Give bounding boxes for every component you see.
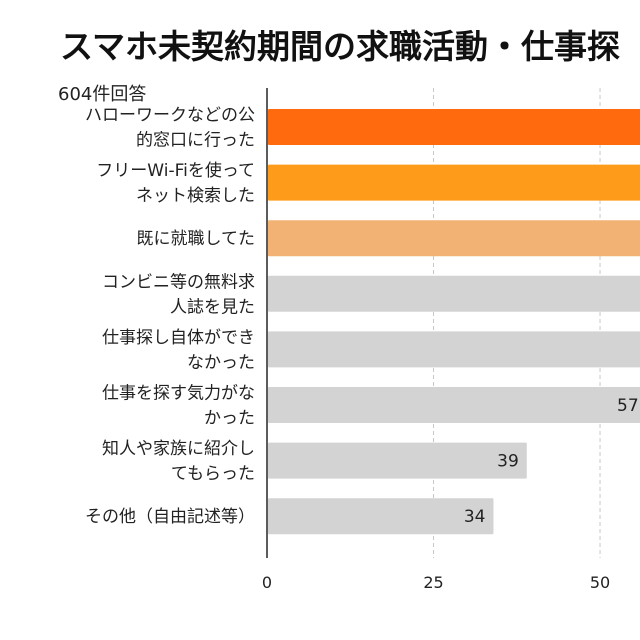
category-label: コンビニ等の無料求人誌を見た <box>102 272 255 317</box>
category-label-line: 知人や家族に紹介し <box>102 439 255 459</box>
category-label-line: フリーWi-Fiを使って <box>96 160 255 181</box>
category-label-line: 仕事探し自体ができ <box>102 328 255 348</box>
data-label: 34 <box>464 507 486 527</box>
x-axis-ticks: 0 25 50 <box>262 573 610 592</box>
bar <box>268 331 640 368</box>
category-label-line: ハローワークなどの公 <box>85 106 255 126</box>
category-label-line: その他（自由記述等） <box>85 507 255 527</box>
bar <box>268 498 494 535</box>
bar <box>268 164 640 201</box>
category-label-line: 仕事を探す気力がな <box>102 384 255 404</box>
bar <box>268 220 640 257</box>
tick-label: 0 <box>262 573 272 592</box>
category-label: 既に就職してた <box>137 229 256 249</box>
bar <box>268 109 640 145</box>
bar <box>268 387 640 423</box>
tick-label: 25 <box>423 573 443 592</box>
category-label: その他（自由記述等） <box>85 507 255 527</box>
category-label: ハローワークなどの公的窓口に行った <box>85 106 255 151</box>
category-label-line: 既に就職してた <box>137 229 256 249</box>
category-label-line: 的窓口に行った <box>136 131 255 151</box>
category-label-line: なかった <box>187 353 255 373</box>
bar <box>268 442 527 479</box>
category-label: 知人や家族に紹介してもらった <box>102 439 255 484</box>
tick-label: 50 <box>590 573 610 592</box>
grid-lines <box>266 88 601 558</box>
bar <box>268 275 640 312</box>
category-label-line: てもらった <box>171 464 255 484</box>
data-label: 57 <box>617 396 639 416</box>
category-labels: ハローワークなどの公的窓口に行ったフリーWi-Fiを使ってネット検索した既に就職… <box>85 106 255 528</box>
bars: 57 39 34 <box>268 109 640 535</box>
category-label: 仕事探し自体ができなかった <box>102 328 255 373</box>
chart-title: スマホ未契約期間の求職活動・仕事探 <box>60 27 621 66</box>
category-label-line: コンビニ等の無料求 <box>102 272 255 292</box>
category-label-line: ネット検索した <box>136 186 255 206</box>
response-count-note: 604件回答 <box>58 84 146 105</box>
data-label: 39 <box>497 452 519 472</box>
category-label: 仕事を探す気力がなかった <box>102 384 255 429</box>
category-label-line: 人誌を見た <box>170 297 255 317</box>
category-label: フリーWi-Fiを使ってネット検索した <box>96 160 255 206</box>
category-label-line: かった <box>204 409 255 429</box>
